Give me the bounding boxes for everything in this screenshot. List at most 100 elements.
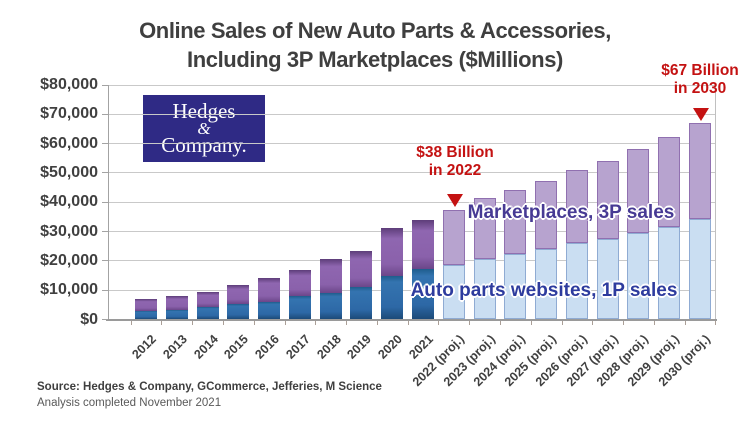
y-axis-tick-40000 bbox=[102, 201, 108, 203]
y-axis-label-20000: $20,000 bbox=[40, 251, 98, 269]
y-axis-label-80000: $80,000 bbox=[40, 76, 98, 93]
bar-segment-1p-2023 (proj.) bbox=[473, 259, 496, 320]
y-axis-label-40000: $40,000 bbox=[40, 193, 98, 211]
bar-segment-1p-2013 bbox=[165, 309, 188, 320]
bar-segment-3p-2015 bbox=[227, 285, 250, 305]
x-axis-tick-12 bbox=[499, 321, 501, 325]
y-axis-tick-10000 bbox=[102, 289, 108, 291]
callout-38-billion-2022: $38 Billion in 2022 bbox=[400, 144, 510, 180]
y-axis-tick-20000 bbox=[102, 260, 108, 262]
callout-2030-line2: in 2030 bbox=[673, 80, 727, 97]
y-axis-label-60000: $60,000 bbox=[40, 134, 98, 152]
hedges-company-logo: Hedges & Company. bbox=[143, 95, 265, 162]
bar-segment-3p-2028 (proj.) bbox=[627, 149, 650, 233]
callout-2030-line1: $67 Billion bbox=[661, 62, 739, 79]
y-axis-line bbox=[108, 85, 109, 320]
bar-segment-3p-2012 bbox=[135, 298, 157, 311]
x-axis-tick-13 bbox=[530, 321, 532, 325]
bar-segment-3p-2025 (proj.) bbox=[535, 180, 558, 250]
callout-2022-line1: $38 Billion bbox=[416, 144, 494, 161]
bar-segment-1p-2026 (proj.) bbox=[565, 242, 588, 320]
bar-segment-1p-2018 bbox=[319, 293, 342, 320]
x-axis-tick-4 bbox=[253, 321, 255, 325]
x-axis-tick-end bbox=[715, 321, 717, 325]
bar-segment-3p-2020 bbox=[381, 228, 404, 277]
bar-segment-3p-2016 bbox=[258, 277, 281, 302]
x-axis-tick-2 bbox=[192, 321, 194, 325]
x-axis-tick-14 bbox=[561, 321, 563, 325]
x-axis-tick-1 bbox=[161, 321, 163, 325]
y-axis-tick-50000 bbox=[102, 172, 108, 174]
bar-segment-3p-2019 bbox=[350, 250, 373, 287]
y-axis-label-0: $0 bbox=[80, 310, 98, 328]
x-axis-tick-17 bbox=[653, 321, 655, 325]
x-axis-tick-11 bbox=[469, 321, 471, 325]
callout-67-billion-2030: $67 Billion in 2030 bbox=[645, 62, 750, 98]
x-axis-tick-6 bbox=[315, 321, 317, 325]
bar-segment-1p-2027 (proj.) bbox=[596, 239, 619, 320]
chart-title: Online Sales of New Auto Parts & Accesso… bbox=[60, 16, 690, 74]
x-axis-tick-15 bbox=[592, 321, 594, 325]
gridline-70000 bbox=[108, 113, 715, 115]
bar-segment-3p-2017 bbox=[288, 269, 311, 297]
plot-right-border bbox=[715, 85, 716, 320]
bar-segment-1p-2021 bbox=[412, 269, 435, 320]
bar-segment-3p-2018 bbox=[319, 259, 342, 294]
gridline-30000 bbox=[108, 231, 715, 233]
series-label-marketplaces-3p: Marketplaces, 3P sales bbox=[467, 202, 675, 223]
logo-text-line1: Hedges bbox=[172, 99, 236, 123]
bar-segment-1p-2029 (proj.) bbox=[658, 226, 681, 320]
x-axis-tick-10 bbox=[438, 321, 440, 325]
chart-title-line1: Online Sales of New Auto Parts & Accesso… bbox=[139, 18, 611, 43]
logo-ampersand: & bbox=[197, 119, 211, 138]
x-axis-tick-9 bbox=[407, 321, 409, 325]
x-axis-line bbox=[106, 319, 717, 321]
bar-segment-1p-2030 (proj.) bbox=[689, 219, 712, 320]
bar-segment-1p-2015 bbox=[227, 304, 250, 320]
chart-title-line2: Including 3P Marketplaces ($Millions) bbox=[186, 47, 563, 72]
bar-segment-3p-2021 bbox=[412, 219, 435, 270]
bar-segment-3p-2014 bbox=[196, 291, 219, 308]
y-axis-label-70000: $70,000 bbox=[40, 105, 98, 123]
x-axis-tick-3 bbox=[222, 321, 224, 325]
bar-segment-3p-2024 (proj.) bbox=[504, 189, 527, 254]
x-axis-tick-7 bbox=[346, 321, 348, 325]
source-line: Source: Hedges & Company, GCommerce, Jef… bbox=[37, 381, 382, 393]
bar-segment-3p-2030 (proj.) bbox=[689, 123, 712, 220]
bar-segment-1p-2012 bbox=[135, 310, 157, 320]
bar-segment-1p-2025 (proj.) bbox=[535, 249, 558, 320]
y-axis-label-50000: $50,000 bbox=[40, 163, 98, 181]
analysis-date-line: Analysis completed November 2021 bbox=[37, 397, 222, 409]
source-note: Source: Hedges & Company, GCommerce, Jef… bbox=[37, 381, 382, 409]
bar-segment-1p-2019 bbox=[350, 286, 373, 320]
gridline-60000 bbox=[108, 143, 715, 145]
logo-text-line2: Company. bbox=[161, 133, 247, 157]
bar-segment-1p-2016 bbox=[258, 301, 281, 320]
x-axis-tick-8 bbox=[376, 321, 378, 325]
y-axis-label-10000: $10,000 bbox=[40, 281, 98, 299]
y-axis-tick-60000 bbox=[102, 143, 108, 145]
bar-segment-3p-2029 (proj.) bbox=[658, 136, 681, 227]
gridline-50000 bbox=[108, 172, 715, 174]
bar-segment-1p-2014 bbox=[196, 307, 219, 320]
gridline-80000 bbox=[108, 84, 715, 86]
x-axis-tick-18 bbox=[684, 321, 686, 325]
gridline-10000 bbox=[108, 289, 715, 291]
bar-segment-1p-2017 bbox=[288, 296, 311, 320]
y-axis-tick-0 bbox=[102, 319, 108, 320]
callout-2022-line2: in 2022 bbox=[428, 162, 482, 179]
y-axis-tick-80000 bbox=[102, 84, 108, 86]
bar-segment-1p-2022 (proj.) bbox=[442, 264, 465, 320]
y-axis-tick-30000 bbox=[102, 231, 108, 233]
series-label-websites-1p: Auto parts websites, 1P sales bbox=[410, 280, 678, 301]
y-axis-tick-70000 bbox=[102, 113, 108, 115]
y-axis-label-30000: $30,000 bbox=[40, 222, 98, 240]
x-axis-tick-0 bbox=[130, 321, 132, 325]
bar-segment-3p-2022 (proj.) bbox=[442, 209, 465, 265]
gridline-40000 bbox=[108, 201, 715, 203]
bar-segment-1p-2020 bbox=[381, 276, 404, 320]
bar-segment-1p-2024 (proj.) bbox=[504, 253, 527, 320]
callout-arrow-2022 bbox=[447, 194, 463, 207]
bar-segment-1p-2028 (proj.) bbox=[627, 232, 650, 320]
